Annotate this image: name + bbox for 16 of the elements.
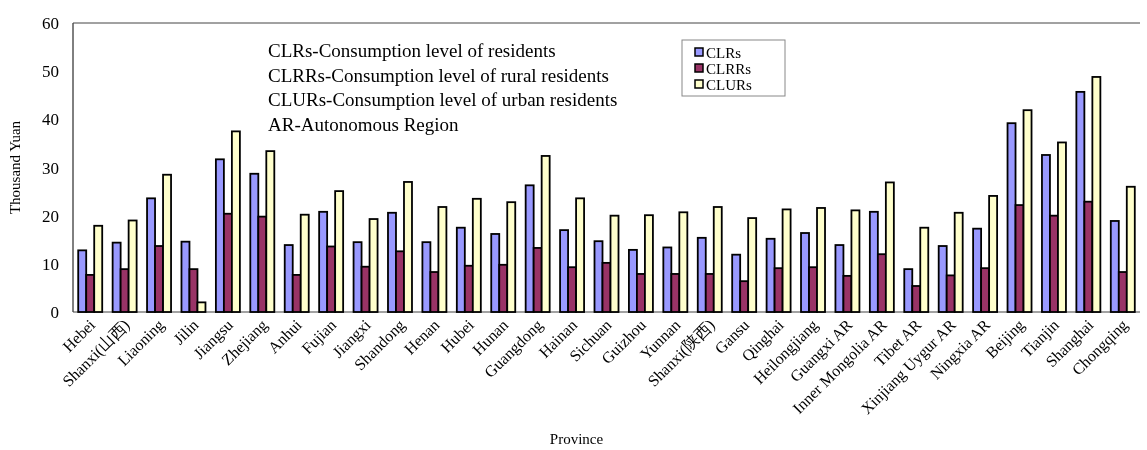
x-axis-title: Province <box>549 431 604 447</box>
legend-label: CLURs <box>706 77 752 93</box>
y-tick-label: 60 <box>42 14 59 33</box>
y-tick-label: 50 <box>42 62 59 82</box>
y-tick-label: 10 <box>42 254 59 274</box>
legend-label: CLRRs <box>706 61 752 77</box>
y-tick-label: 20 <box>42 206 59 226</box>
y-tick-label: 40 <box>42 110 59 130</box>
legend-label: CLRs <box>706 45 742 61</box>
annotation: CLRRs-Consumption level of rural residents <box>268 64 609 86</box>
annotation: CLURs-Consumption level of urban residents <box>268 89 618 110</box>
y-tick-label: 0 <box>50 303 59 322</box>
y-tick-label: 30 <box>42 158 59 178</box>
annotation: CLRs-Consumption level of residents <box>268 40 556 61</box>
y-axis-title: Thousand Yuan <box>7 120 23 215</box>
annotation: AR-Autonomous Region <box>268 113 460 135</box>
